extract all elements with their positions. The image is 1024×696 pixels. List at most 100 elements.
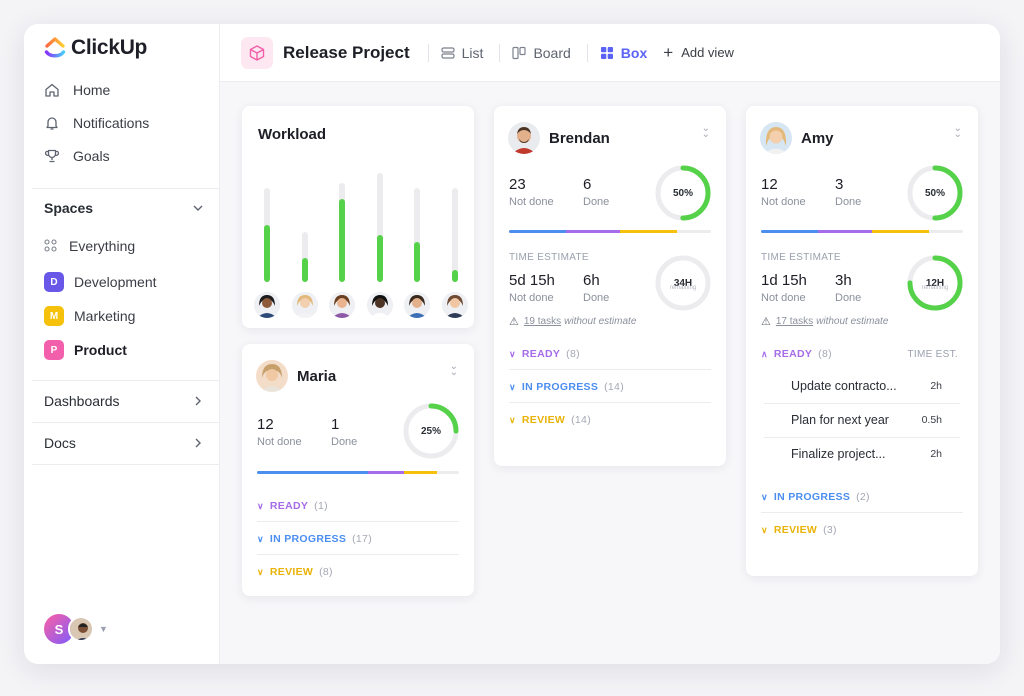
not-done-stat: 23 Not done [509, 176, 554, 208]
avatar[interactable] [441, 292, 468, 318]
warning-count: 17 tasks [775, 316, 814, 327]
est-not-done: 5d 15h [509, 272, 555, 289]
tab-board-label: Board [533, 44, 571, 61]
clickup-logo-icon [44, 37, 66, 58]
not-done-label: Not done [761, 196, 806, 208]
clickup-logo[interactable]: ClickUp [44, 36, 147, 60]
status-in-progress[interactable]: ∨ IN PROGRESS (14) [509, 381, 624, 393]
task-row[interactable]: Update contracto... 2h [764, 371, 960, 401]
status-count: (8) [566, 348, 580, 360]
nav-goals-label: Goals [73, 148, 110, 164]
time-remaining-sub: remaining [921, 285, 949, 291]
status-label: READY [773, 348, 813, 360]
estimate-warning[interactable]: ⚠ 19 tasks without estimate [509, 315, 636, 328]
nav-goals[interactable]: Goals [44, 145, 110, 167]
chevron-down-icon: ∨ [761, 491, 768, 502]
not-done-count: 12 [257, 416, 274, 433]
workload-bar[interactable] [339, 182, 345, 282]
done-count: 3 [835, 176, 844, 193]
plus-icon: + [663, 43, 674, 62]
workload-bar-fill [414, 241, 420, 282]
workload-bar-fill [264, 225, 270, 282]
progress-percent: 25% [420, 425, 441, 437]
sidebar-docs[interactable]: Docs [24, 423, 220, 463]
status-ready[interactable]: ∧ READY (8) [761, 348, 832, 360]
user-menu[interactable]: S ▼ [44, 614, 108, 644]
ring-progress [907, 255, 963, 311]
space-marketing[interactable]: M Marketing [44, 305, 135, 327]
avatar[interactable] [291, 292, 318, 318]
tab-box[interactable]: Box [600, 45, 647, 61]
ring-graphic [403, 403, 459, 459]
workload-bar[interactable] [414, 187, 420, 282]
collapse-icon[interactable]: ⌄ ⌄ [449, 361, 458, 378]
status-review[interactable]: ∨ REVIEW (8) [257, 566, 333, 578]
status-in-progress[interactable]: ∨ IN PROGRESS (2) [761, 491, 870, 503]
spaces-header[interactable]: Spaces [24, 188, 220, 228]
nav-notifications[interactable]: Notifications [44, 112, 149, 134]
task-row[interactable]: Finalize project... 2h [764, 439, 960, 469]
status-in-progress[interactable]: ∨ IN PROGRESS (17) [257, 533, 372, 545]
status-ready[interactable]: ∨ READY (1) [257, 500, 328, 512]
status-label: REVIEW [773, 524, 818, 536]
time-estimate-label: TIME ESTIMATE [761, 252, 841, 263]
avatar[interactable] [329, 292, 355, 318]
status-bar-segment [761, 230, 818, 233]
done-label: Done [331, 436, 358, 448]
status-review[interactable]: ∨ REVIEW (14) [509, 414, 591, 426]
workload-bar[interactable] [376, 173, 383, 282]
status-review[interactable]: ∨ REVIEW (3) [761, 524, 837, 536]
dashboards-label: Dashboards [44, 393, 120, 409]
progress-ring: 25% [402, 402, 460, 460]
tab-list[interactable]: List [441, 45, 483, 61]
collapse-icon[interactable]: ⌄ ⌄ [701, 123, 710, 140]
ring-graphic [907, 165, 963, 221]
not-done-stat: 12 Not done [761, 176, 806, 208]
person-header: Brendan [508, 122, 610, 154]
avatar[interactable] [366, 292, 393, 318]
chevron-down-icon: ∨ [761, 524, 768, 535]
status-count: (8) [818, 348, 832, 360]
est-not-done-label: Not done [761, 292, 806, 304]
est-not-done-stat: 5d 15h Not done [509, 272, 555, 304]
ring-progress [907, 165, 963, 221]
chevron-up-icon: ∧ [761, 348, 768, 359]
status-ready[interactable]: ∨ READY (8) [509, 348, 580, 360]
space-product[interactable]: P Product [44, 339, 127, 361]
avatar [256, 360, 288, 392]
status-count: (8) [319, 566, 333, 578]
workload-bar[interactable] [264, 187, 270, 282]
nav-home[interactable]: Home [44, 79, 110, 101]
add-view-button[interactable]: + Add view [663, 44, 734, 61]
divider [257, 521, 459, 522]
status-bar-segment [620, 230, 677, 233]
status-bar-segment [404, 471, 437, 474]
status-bar-segment [565, 230, 621, 233]
workload-bar[interactable] [451, 187, 458, 282]
task-row[interactable]: Plan for next year 0.5h [764, 405, 960, 435]
space-badge: D [44, 272, 64, 292]
space-development[interactable]: D Development [44, 271, 157, 293]
sidebar-dashboards[interactable]: Dashboards [24, 381, 220, 421]
avatar [760, 122, 792, 154]
divider [509, 369, 711, 370]
workload-bar[interactable] [301, 232, 308, 282]
avatar[interactable] [254, 292, 280, 318]
done-label: Done [583, 196, 610, 208]
avatar[interactable] [404, 292, 430, 318]
status-label: REVIEW [269, 566, 314, 578]
spaces-label: Spaces [44, 200, 94, 216]
progress-ring: 50% [654, 164, 712, 222]
task-name: Finalize project... [791, 447, 886, 461]
estimate-warning[interactable]: ⚠ 17 tasks without estimate [761, 315, 888, 328]
collapse-icon[interactable]: ⌄ ⌄ [953, 123, 962, 140]
space-everything[interactable]: Everything [44, 235, 135, 257]
person-card-maria: Maria ⌄ ⌄ 12 Not done 1 Done 25% ∨ READY … [242, 344, 474, 596]
cube-icon [241, 36, 273, 69]
time-ring: 12H remaining [906, 254, 964, 312]
project-title: Release Project [283, 42, 410, 62]
nav-home-label: Home [73, 82, 111, 98]
status-count: (3) [823, 524, 837, 536]
chevron-down-icon: ∨ [257, 500, 264, 511]
tab-board[interactable]: Board [512, 44, 571, 61]
